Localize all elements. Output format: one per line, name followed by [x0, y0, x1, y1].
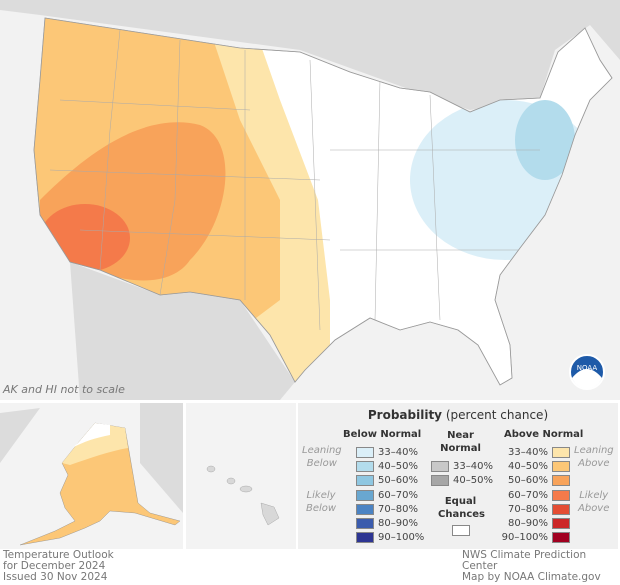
likely-above-label: Likely Above	[578, 490, 610, 514]
below-normal-row: 70–80%	[356, 503, 418, 516]
svg-text:NOAA: NOAA	[577, 364, 598, 372]
below-normal-swatch	[356, 461, 374, 473]
above-normal-row: 40–50%	[508, 460, 570, 473]
mexico-land	[70, 262, 295, 400]
above-normal-row: 60–70%	[508, 489, 570, 502]
above-normal-row: 80–90%	[508, 517, 570, 530]
above-normal-swatch	[552, 461, 570, 473]
leaning-above-label: Leaning Above	[574, 445, 614, 469]
below-normal-label: 90–100%	[378, 532, 425, 544]
below-normal-label: 33–40%	[378, 447, 418, 458]
below-normal-row: 90–100%	[356, 531, 424, 544]
above-normal-swatch	[552, 475, 570, 487]
noaa-logo: NOAA	[569, 354, 605, 390]
above-normal-label: 70–80%	[508, 503, 548, 515]
near-normal-swatch	[431, 461, 449, 472]
hawaii-inset	[186, 403, 296, 549]
state-borders	[49, 29, 540, 331]
below-normal-swatch	[356, 503, 374, 515]
below-normal-row: 50–60%	[356, 474, 418, 487]
below-normal-swatch	[356, 447, 374, 458]
above-normal-header: Above Normal	[504, 429, 584, 440]
above-normal-row: 70–80%	[508, 503, 570, 516]
above-normal-label: 90–100%	[501, 532, 548, 544]
below-normal-swatch	[356, 518, 374, 529]
near-normal-row: 40–50%	[431, 474, 493, 487]
above-normal-swatch	[552, 532, 570, 544]
canada-land	[0, 0, 620, 110]
above-normal-label: 40–50%	[508, 461, 548, 473]
below-normal-row: 40–50%	[356, 460, 418, 473]
near-normal-header: Near Normal	[440, 430, 481, 454]
below-normal-row: 60–70%	[356, 489, 418, 502]
above-normal-row: 90–100%	[502, 531, 570, 544]
caption-left: Temperature Outlook for December 2024 Issu…	[3, 549, 114, 583]
below-normal-label: 50–60%	[378, 475, 418, 487]
likely-below-label: Likely Below	[306, 490, 337, 514]
above-normal-row: 33–40%	[508, 446, 570, 459]
near-normal-row: 33–40%	[431, 460, 493, 473]
above-normal-label: 50–60%	[508, 475, 548, 487]
scale-note: AK and HI not to scale	[3, 383, 125, 396]
above-normal-swatch	[552, 518, 570, 529]
above-normal-swatch	[552, 503, 570, 515]
near-normal-swatch	[431, 475, 449, 487]
below-normal-header: Below Normal	[343, 429, 422, 440]
above-normal-swatch	[552, 447, 570, 458]
legend-title: Probability (percent chance)	[367, 408, 549, 422]
legend: Probability (percent chance) Below Norma…	[298, 403, 618, 549]
equal-chances-header: Equal Chances	[438, 496, 485, 520]
conus-map: NOAA	[0, 0, 620, 400]
below-normal-row: 80–90%	[356, 517, 418, 530]
equal-chances-swatch	[452, 525, 470, 536]
above-normal-label: 60–70%	[508, 489, 548, 501]
below-normal-swatch	[356, 475, 374, 487]
alaska-shape	[19, 422, 181, 546]
below-normal-row: 33–40%	[356, 446, 418, 459]
leaning-below-label: Leaning Below	[302, 445, 342, 469]
below-normal-label: 80–90%	[378, 518, 418, 529]
above-normal-label: 33–40%	[508, 447, 548, 458]
above-normal-swatch	[552, 489, 570, 501]
below-normal-swatch	[356, 532, 374, 544]
near-normal-label: 33–40%	[453, 461, 493, 472]
below-normal-label: 60–70%	[378, 489, 418, 501]
below-normal-label: 40–50%	[378, 461, 418, 473]
caption-right: NWS Climate Prediction Center Map by NOAA…	[462, 549, 601, 583]
above-normal-row: 50–60%	[508, 474, 570, 487]
below-normal-label: 70–80%	[378, 503, 418, 515]
below-40-50-area	[515, 100, 575, 180]
below-normal-swatch	[356, 489, 374, 501]
above-normal-label: 80–90%	[508, 518, 548, 529]
alaska-inset	[0, 403, 183, 549]
near-normal-label: 40–50%	[453, 475, 493, 487]
